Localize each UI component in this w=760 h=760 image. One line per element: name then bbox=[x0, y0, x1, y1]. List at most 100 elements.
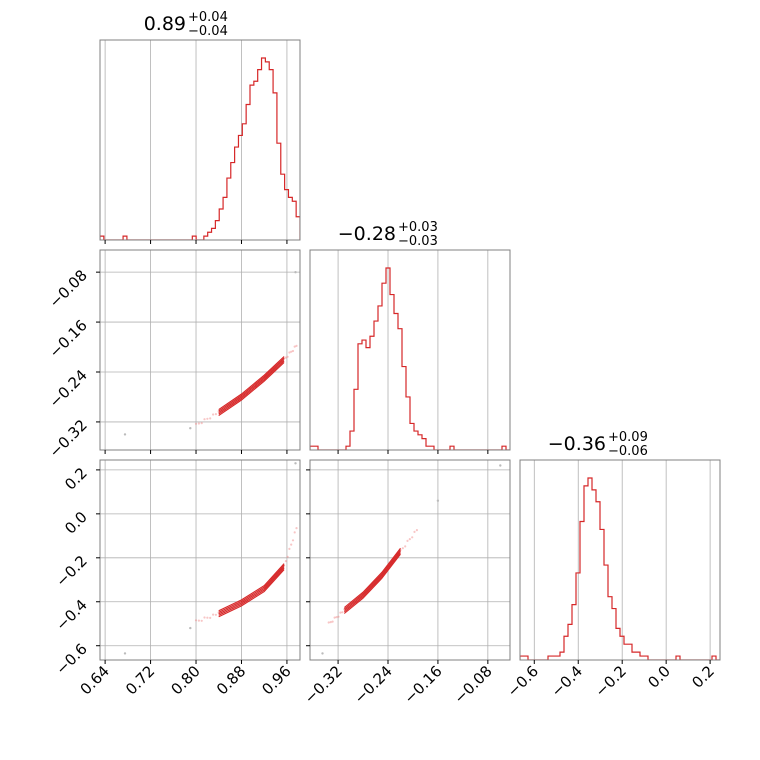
y-tick-label-1: −0.24 bbox=[46, 366, 91, 411]
sample-point bbox=[286, 355, 289, 358]
x-tick-label-1: −0.32 bbox=[301, 662, 346, 707]
sample-point bbox=[293, 531, 296, 534]
outlier-point bbox=[189, 427, 192, 430]
sample-point bbox=[194, 422, 198, 425]
y-tick-label-2: 0.2 bbox=[61, 464, 91, 494]
y-tick-label-2: −0.6 bbox=[52, 640, 90, 678]
param-title-plus-2: +0.09 bbox=[608, 430, 648, 445]
sample-point bbox=[295, 344, 298, 347]
x-tick-label-0: 0.64 bbox=[77, 662, 113, 698]
sample-point bbox=[415, 529, 418, 532]
x-tick-label-2: −0.4 bbox=[548, 662, 586, 700]
sample-point bbox=[200, 619, 203, 622]
histogram-step-0 bbox=[100, 57, 300, 240]
outlier-point bbox=[294, 462, 297, 465]
sample-point bbox=[291, 539, 295, 542]
sample-point bbox=[209, 616, 212, 620]
contour-line bbox=[218, 569, 285, 618]
sample-point bbox=[203, 616, 206, 619]
y-tick-label-2: −0.2 bbox=[52, 552, 90, 590]
panel-frame bbox=[99, 249, 301, 451]
sample-point bbox=[337, 615, 340, 618]
contour-line bbox=[218, 564, 285, 613]
sample-point bbox=[214, 613, 217, 616]
sample-point bbox=[408, 538, 411, 541]
sample-point bbox=[406, 539, 409, 543]
x-tick-label-2: −0.6 bbox=[504, 662, 542, 700]
sample-point bbox=[286, 555, 289, 558]
sample-point bbox=[291, 349, 295, 353]
sample-point bbox=[404, 545, 407, 548]
sample-point bbox=[206, 616, 209, 619]
outlier-point bbox=[436, 499, 440, 502]
histogram-step-2 bbox=[520, 477, 720, 660]
sample-point bbox=[329, 621, 332, 624]
contour-line bbox=[218, 362, 285, 417]
panel-frame bbox=[519, 459, 721, 661]
sample-point bbox=[200, 422, 203, 425]
contour-line bbox=[343, 552, 401, 613]
sample-point bbox=[333, 616, 336, 619]
sample-point bbox=[197, 422, 200, 425]
sample-point bbox=[288, 351, 291, 354]
sample-point bbox=[293, 345, 296, 348]
outlier-point bbox=[321, 652, 324, 655]
param-title-0: 0.89 bbox=[144, 13, 186, 35]
sample-point bbox=[197, 619, 200, 622]
contour-line bbox=[218, 566, 285, 615]
sample-point bbox=[339, 611, 342, 614]
y-tick-label-2: −0.4 bbox=[52, 596, 90, 634]
sample-point bbox=[327, 621, 330, 624]
x-tick-label-1: −0.16 bbox=[401, 662, 446, 707]
sample-point bbox=[214, 413, 217, 416]
contour-line bbox=[343, 549, 401, 610]
contour-line bbox=[218, 360, 285, 415]
panel-2-2 bbox=[519, 459, 721, 661]
outlier-point bbox=[123, 433, 127, 436]
x-tick-label-0: 0.88 bbox=[213, 662, 249, 698]
contour-line bbox=[218, 359, 285, 414]
panel-frame bbox=[99, 39, 301, 241]
x-tick-label-0: 0.72 bbox=[122, 662, 158, 698]
sample-point bbox=[290, 543, 293, 546]
contour-line bbox=[218, 356, 285, 411]
sample-point bbox=[203, 418, 206, 421]
outlier-point bbox=[294, 271, 297, 274]
histogram-step-1 bbox=[310, 267, 510, 450]
x-tick-label-1: −0.08 bbox=[450, 662, 495, 707]
param-title-minus-2: −0.06 bbox=[608, 444, 648, 459]
sample-point bbox=[212, 413, 215, 416]
contour-line bbox=[343, 553, 401, 614]
outlier-point bbox=[499, 464, 502, 467]
contour-line bbox=[218, 357, 285, 412]
x-tick-label-0: 0.96 bbox=[258, 662, 294, 698]
param-title-plus-0: +0.04 bbox=[188, 10, 228, 25]
x-tick-label-1: −0.24 bbox=[351, 662, 396, 707]
sample-point bbox=[206, 417, 209, 420]
panel-1-1 bbox=[309, 249, 511, 451]
param-title-minus-1: −0.03 bbox=[398, 234, 438, 249]
y-tick-label-1: −0.08 bbox=[46, 266, 91, 311]
param-title-plus-1: +0.03 bbox=[398, 220, 438, 235]
outlier-point bbox=[189, 626, 192, 630]
panel-frame bbox=[99, 459, 301, 661]
sample-point bbox=[341, 611, 344, 614]
sample-point bbox=[401, 547, 404, 550]
y-tick-label-1: −0.32 bbox=[46, 416, 91, 461]
panel-frame bbox=[309, 459, 511, 661]
panel-frame bbox=[309, 249, 511, 451]
sample-point bbox=[411, 536, 414, 539]
sample-point bbox=[413, 530, 416, 534]
contour-line bbox=[343, 547, 401, 608]
param-title-2: −0.36 bbox=[548, 433, 606, 455]
x-tick-label-0: 0.80 bbox=[168, 662, 204, 698]
x-tick-label-2: 0.0 bbox=[644, 662, 674, 692]
contour-line bbox=[218, 567, 285, 616]
panel-2-0 bbox=[99, 459, 301, 661]
panel-0-0 bbox=[99, 39, 301, 241]
y-tick-label-2: 0.0 bbox=[61, 508, 91, 538]
sample-point bbox=[194, 619, 198, 622]
sample-point bbox=[295, 527, 298, 530]
contour-line bbox=[218, 563, 285, 612]
